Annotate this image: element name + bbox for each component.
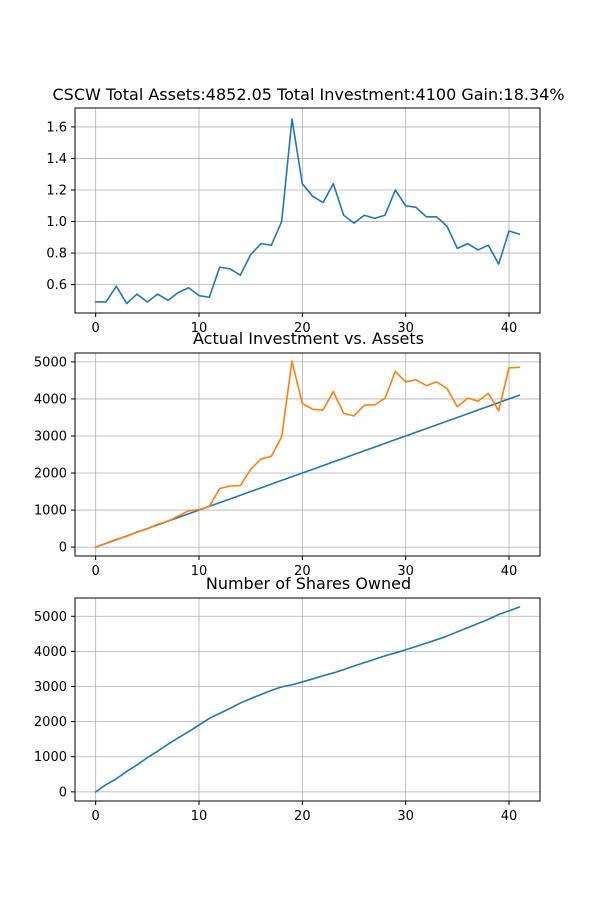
x-tick-label: 0 [92,564,100,579]
y-tick-label: 0.6 [46,278,67,293]
x-tick-label: 30 [397,564,414,579]
investment-vs-assets-panel: 0 10 20 30 40 0 1000 2000 3000 4000 5000 Actual Inv… [34,329,541,579]
x-tick-label: 20 [294,564,311,579]
y-tick-label: 1.4 [46,152,67,167]
y-tick-label: 2000 [34,467,67,482]
y-tick-label: 1.6 [46,120,67,135]
y-tick-label: 1000 [34,504,67,519]
y-tick-label: 2000 [34,715,67,730]
x-tick-label: 30 [397,321,414,336]
y-tick-label: 5000 [34,355,67,370]
shares-owned-panel: 0 10 20 30 40 0 1000 2000 3000 4000 5000 Number of … [34,574,541,824]
axes-frame [74,352,541,557]
x-tick-label: 10 [191,321,208,336]
chart-title: CSCW Total Assets:4852.05 Total Investme… [52,85,564,104]
y-tick-label: 4000 [34,392,67,407]
x-tick-label: 40 [501,564,518,579]
y-tick-label: 0 [59,541,67,556]
y-tick-label: 1.0 [46,215,67,230]
chart-title: Number of Shares Owned [206,574,411,593]
x-tick-label: 0 [92,321,100,336]
y-tick-label: 0 [59,785,67,800]
y-tick-label: 3000 [34,680,67,695]
x-tick-label: 0 [92,809,100,824]
y-tick-label: 4000 [34,645,67,660]
series-line-0 [94,118,521,305]
series-line-0 [94,606,521,793]
x-tick-label: 20 [294,809,311,824]
x-tick-label: 10 [191,809,208,824]
y-tick-label: 3000 [34,429,67,444]
y-tick-label: 5000 [34,610,67,625]
x-tick-label: 10 [191,564,208,579]
series-line-1 [94,360,521,549]
x-tick-label: 40 [501,321,518,336]
y-tick-label: 1.2 [46,184,67,199]
x-tick-label: 40 [501,809,518,824]
assets-ratio-panel: 0 10 20 30 40 0.6 0.8 1.0 1.2 1.4 1.6 CSCW Total As… [46,85,564,336]
axes-frame [74,107,541,314]
chart-title: Actual Investment vs. Assets [193,329,424,348]
x-tick-label: 30 [397,809,414,824]
y-tick-label: 1000 [34,750,67,765]
axes-frame [74,597,541,802]
x-tick-label: 20 [294,321,311,336]
y-tick-label: 0.8 [46,247,67,262]
